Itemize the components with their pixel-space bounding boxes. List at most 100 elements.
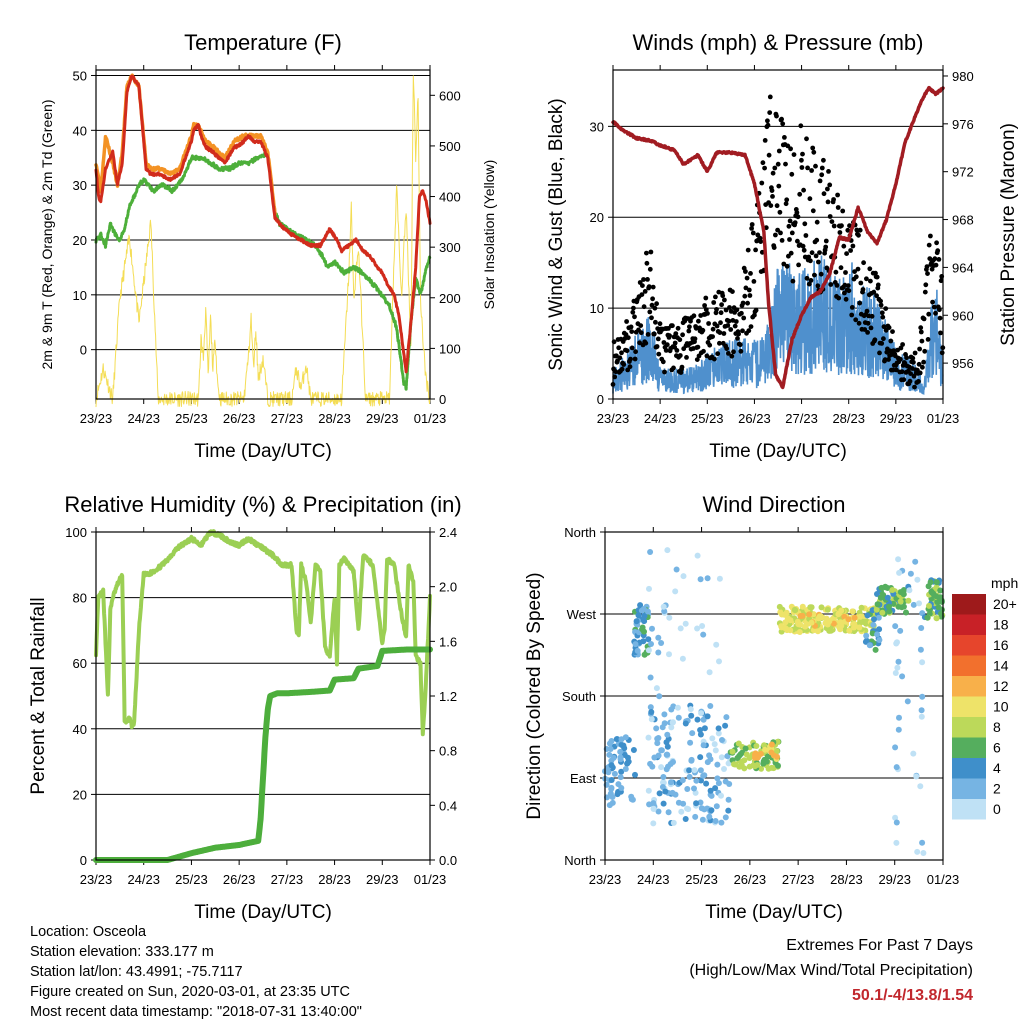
gust-point (873, 270, 878, 276)
x-tick-label: 29/23 (880, 411, 913, 426)
direction-point (920, 850, 927, 856)
y-axis-label: 2m & 9m T (Red, Orange) & 2m Td (Green) (39, 100, 55, 370)
gust-point (865, 330, 870, 335)
gust-point (910, 355, 916, 361)
gust-point (692, 336, 698, 342)
direction-point (687, 706, 694, 713)
gust-point (877, 350, 882, 356)
direction-point (617, 774, 624, 781)
direction-point (796, 629, 803, 635)
gust-point (787, 218, 793, 224)
direction-point (874, 601, 881, 608)
direction-point (688, 712, 695, 719)
direction-point (646, 585, 652, 592)
direction-point (849, 608, 856, 615)
direction-point (706, 669, 713, 676)
gust-point (926, 311, 932, 317)
gust-point (721, 331, 727, 336)
figure-created: Figure created on Sun, 2020-03-01, at 23… (30, 984, 350, 1000)
direction-point (650, 820, 657, 827)
gust-point (624, 348, 630, 354)
gust-point (911, 359, 916, 365)
direction-point (656, 693, 663, 700)
direction-point (673, 566, 680, 573)
direction-point (706, 813, 713, 820)
gust-point (655, 336, 661, 342)
legend-swatch (952, 594, 986, 615)
direction-point (919, 693, 926, 700)
gust-point (726, 351, 731, 356)
y-axis-label: Sonic Wind & Gust (Blue, Black) (546, 98, 567, 370)
direction-point (873, 606, 880, 613)
direction-point (845, 616, 852, 623)
x-tick-label: 29/23 (366, 411, 399, 426)
gust-point (852, 269, 857, 274)
gust-point (845, 283, 851, 288)
direction-point (722, 814, 729, 821)
gust-point (664, 342, 670, 348)
x-tick-label: 23/23 (80, 411, 113, 426)
direction-point (893, 819, 900, 826)
direction-point (644, 608, 651, 615)
y-right-tick-label: 964 (952, 260, 974, 275)
y-right-tick-label: 2.4 (439, 525, 457, 540)
gust-point (786, 223, 792, 229)
gust-point (687, 324, 692, 330)
direction-point (691, 767, 698, 774)
gust-point (738, 348, 744, 354)
gust-point (677, 353, 683, 358)
gust-point (739, 310, 744, 316)
legend-label: 12 (993, 678, 1009, 694)
gust-point (679, 364, 685, 370)
y-tick-label: 60 (73, 656, 87, 671)
direction-point (736, 752, 743, 759)
gust-point (696, 318, 701, 324)
direction-point (933, 593, 940, 600)
direction-point (608, 757, 615, 764)
gust-point (768, 203, 774, 209)
direction-point (808, 604, 815, 611)
gust-point (923, 282, 929, 288)
direction-point (658, 764, 665, 771)
gust-point (875, 282, 881, 288)
direction-point (665, 763, 671, 770)
direction-point (712, 747, 719, 754)
gust-point (784, 197, 790, 203)
gust-point (722, 297, 727, 303)
x-tick-label: 01/23 (414, 872, 447, 887)
gust-point (663, 348, 669, 353)
gust-point (703, 307, 709, 313)
direction-point (665, 809, 672, 816)
gust-point (813, 253, 819, 259)
x-tick-label: 01/23 (414, 411, 447, 426)
direction-point (606, 740, 613, 747)
gust-point (869, 313, 875, 319)
gust-point (827, 182, 833, 188)
gust-point (904, 355, 909, 361)
direction-point (608, 786, 615, 792)
direction-point (641, 618, 648, 625)
y-right-tick-label: 976 (952, 117, 974, 132)
solar-insolation-line (95, 75, 431, 408)
gust-point (827, 214, 833, 219)
direction-point (896, 714, 902, 721)
direction-point (914, 576, 921, 583)
legend-swatch (952, 635, 986, 656)
direction-point (661, 608, 668, 615)
gust-point (831, 197, 836, 202)
direction-point (687, 739, 694, 746)
gust-point (680, 332, 685, 338)
direction-point (639, 626, 646, 633)
direction-point (678, 808, 685, 815)
x-tick-label: 23/23 (80, 872, 113, 887)
gust-point (854, 227, 860, 233)
gust-point (695, 344, 701, 350)
direction-point (718, 754, 725, 761)
direction-point (701, 772, 708, 779)
gust-point (925, 337, 931, 342)
x-axis-label: Time (Day/UTC) (194, 441, 332, 462)
gust-point (631, 305, 636, 311)
direction-point (907, 570, 914, 577)
y-right-tick-label: 100 (439, 341, 461, 356)
gust-point (718, 320, 723, 326)
